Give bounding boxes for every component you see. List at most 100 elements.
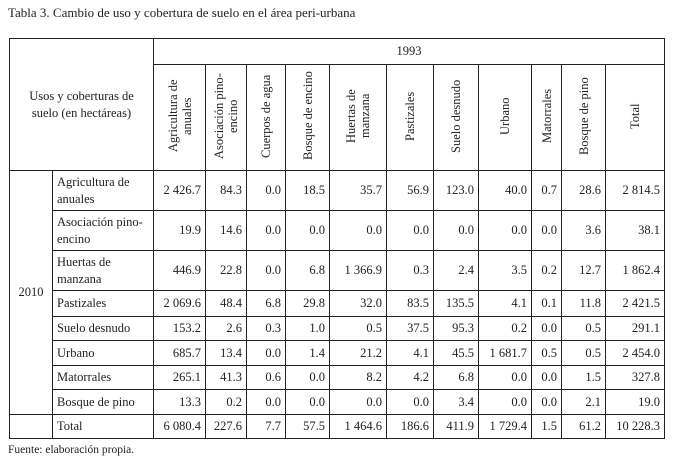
table-row: Bosque de pino 13.3 0.2 0.0 0.0 0.0 0.0 3.4 0.0 0… <box>10 389 665 415</box>
cell-value: 83.5 <box>386 290 434 317</box>
cell-value: 186.6 <box>386 414 434 439</box>
cell-value: 227.6 <box>205 414 247 439</box>
row-label: Huertas de manzana <box>52 250 154 291</box>
cell-value: 38.1 <box>605 210 665 251</box>
cell-value: 28.6 <box>561 170 606 211</box>
cell-value: 0.2 <box>478 316 532 341</box>
table-title: Tabla 3. Cambio de uso y cobertura de su… <box>8 5 356 20</box>
cell-value: 6 080.4 <box>153 414 206 439</box>
cell-value: 0.3 <box>246 316 286 341</box>
table-row: Pastizales 2 069.6 48.4 6.8 29.8 32.0 83.5 135.… <box>10 290 665 317</box>
cell-value: 0.0 <box>386 389 434 415</box>
cell-value: 2.6 <box>205 316 247 341</box>
cell-value: 8.2 <box>329 365 387 390</box>
column-header: Bosque de encino <box>285 64 330 171</box>
column-header: Cuerpos de agua <box>246 64 286 171</box>
column-header: Huertas de manzana <box>329 64 387 171</box>
cell-value: 0.0 <box>531 316 562 341</box>
cell-value: 2.1 <box>561 389 606 415</box>
cell-value: 48.4 <box>205 290 247 317</box>
table-row: Suelo desnudo 153.2 2.6 0.3 1.0 0.5 37.5 95.3 0.… <box>10 316 665 341</box>
cell-value: 0.5 <box>531 340 562 366</box>
table-row: Asociación pino-encino 19.9 14.6 0.0 0.0 0.0 0… <box>10 210 665 251</box>
cell-value: 0.0 <box>285 389 330 415</box>
cell-value: 41.3 <box>205 365 247 390</box>
cell-value: 4.1 <box>386 340 434 366</box>
cell-value: 32.0 <box>329 290 387 317</box>
cell-value: 1 681.7 <box>478 340 532 366</box>
cell-value: 291.1 <box>605 316 665 341</box>
cell-value: 0.0 <box>285 210 330 251</box>
column-header-label: Cuerpos de agua <box>259 73 273 158</box>
cell-value: 265.1 <box>153 365 206 390</box>
cell-value: 2 814.5 <box>605 170 665 211</box>
cell-value: 446.9 <box>153 250 206 291</box>
column-header: Bosque de pino <box>561 64 606 171</box>
cell-value: 18.5 <box>285 170 330 211</box>
cell-value: 19.0 <box>605 389 665 415</box>
year-1993-header: 1993 <box>153 38 665 65</box>
cell-value: 0.0 <box>531 365 562 390</box>
cell-value: 2 454.0 <box>605 340 665 366</box>
cell-value: 6.8 <box>433 365 479 390</box>
cell-value: 37.5 <box>386 316 434 341</box>
cell-value: 123.0 <box>433 170 479 211</box>
cell-value: 685.7 <box>153 340 206 366</box>
cell-value: 3.6 <box>561 210 606 251</box>
source-note: Fuente: elaboración propia. <box>8 444 135 456</box>
cell-value: 0.0 <box>285 365 330 390</box>
cell-value: 35.7 <box>329 170 387 211</box>
cell-value: 4.2 <box>386 365 434 390</box>
column-header: Urbano <box>478 64 532 171</box>
cell-value: 1 366.9 <box>329 250 387 291</box>
cell-value: 1 464.6 <box>329 414 387 439</box>
column-header-label: Matorrales <box>539 88 554 143</box>
column-header-label: Huertas de manzana <box>344 88 372 143</box>
table-row: Huertas de manzana 446.9 22.8 0.0 6.8 1 366.9… <box>10 250 665 291</box>
table-row: Total 6 080.4 227.6 7.7 57.5 1 464.6 186.6 411.… <box>9 414 665 439</box>
row-label: Total <box>52 414 154 439</box>
cell-value: 2 421.5 <box>605 290 665 317</box>
cell-value: 84.3 <box>205 170 247 211</box>
cell-value: 1.0 <box>285 316 330 341</box>
empty-cell <box>9 414 53 439</box>
cell-value: 2.4 <box>433 250 479 291</box>
cell-value: 1.5 <box>531 414 562 439</box>
cell-value: 0.2 <box>205 389 247 415</box>
cell-value: 13.4 <box>205 340 247 366</box>
row-label: Suelo desnudo <box>52 316 154 341</box>
table-row: Urbano 685.7 13.4 0.0 1.4 21.2 4.1 45.5 1 681.7 0… <box>10 340 665 366</box>
row-label: Matorrales <box>52 365 154 390</box>
column-header-label: Agricultura de anuales <box>165 79 194 152</box>
column-header-label: Bosque de pino <box>576 76 591 155</box>
cell-value: 11.8 <box>561 290 606 317</box>
cell-value: 3.5 <box>478 250 532 291</box>
row-label: Bosque de pino <box>52 389 154 415</box>
cell-value: 0.0 <box>478 389 532 415</box>
cell-value: 0.0 <box>478 365 532 390</box>
row-label: Pastizales <box>52 290 154 317</box>
column-header: Agricultura de anuales <box>153 64 206 171</box>
cell-value: 0.2 <box>531 250 562 291</box>
cell-value: 411.9 <box>433 414 479 439</box>
row-header: Usos y coberturas de suelo (en hectáreas… <box>9 38 154 171</box>
cell-value: 0.0 <box>246 340 286 366</box>
cell-value: 0.5 <box>561 340 606 366</box>
column-header-label: Urbano <box>498 96 512 135</box>
cell-value: 0.0 <box>386 210 434 251</box>
cell-value: 56.9 <box>386 170 434 211</box>
cell-value: 61.2 <box>561 414 606 439</box>
cell-value: 0.0 <box>478 210 532 251</box>
row-label: Urbano <box>52 340 154 366</box>
cell-value: 19.9 <box>153 210 206 251</box>
column-header-label: Bosque de encino <box>300 71 315 160</box>
row-label: Agricultura de anuales <box>52 170 154 211</box>
cell-value: 40.0 <box>478 170 532 211</box>
cell-value: 45.5 <box>433 340 479 366</box>
cell-value: 0.0 <box>531 389 562 415</box>
column-header: Asociación pino-encino <box>205 64 247 171</box>
land-use-table: Usos y coberturas de suelo (en hectáreas… <box>9 38 665 439</box>
cell-value: 0.5 <box>561 316 606 341</box>
cell-value: 57.5 <box>285 414 330 439</box>
cell-value: 0.0 <box>246 210 286 251</box>
